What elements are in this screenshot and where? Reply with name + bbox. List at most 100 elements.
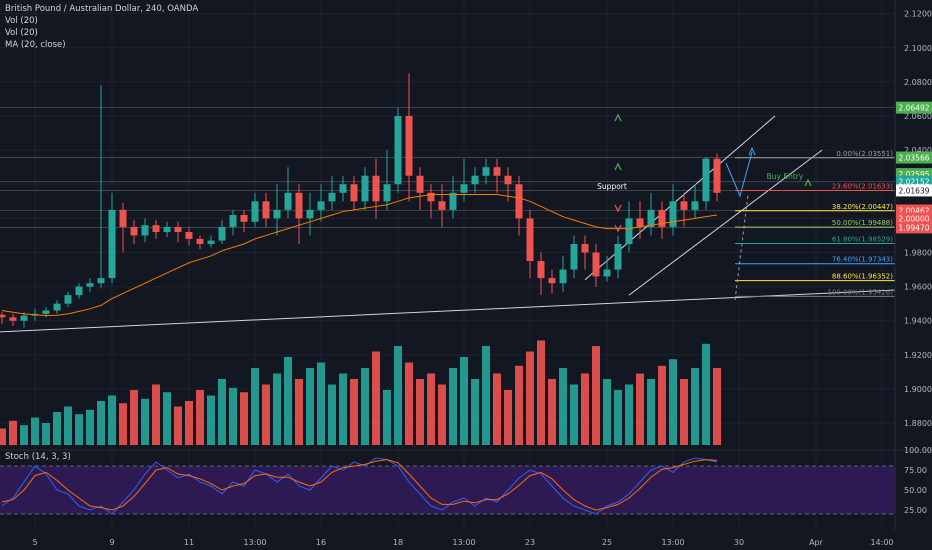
volume-bar bbox=[317, 362, 325, 445]
candle-body bbox=[20, 315, 28, 321]
candle-body bbox=[383, 184, 391, 202]
volume-bar bbox=[482, 346, 490, 445]
candle-body bbox=[295, 192, 303, 219]
volume-bar bbox=[581, 373, 589, 445]
volume-bar bbox=[713, 368, 721, 445]
volume-bar bbox=[119, 403, 127, 445]
volume-bar bbox=[592, 346, 600, 445]
x-tick-label: Apr bbox=[809, 538, 824, 547]
candle-body bbox=[460, 184, 468, 193]
candle-body bbox=[559, 269, 567, 284]
volume-bar bbox=[53, 412, 61, 445]
volume-bar bbox=[570, 384, 578, 445]
candle-body bbox=[394, 116, 402, 185]
candle-body bbox=[196, 238, 204, 244]
volume-bar bbox=[75, 414, 83, 445]
candle-body bbox=[262, 201, 270, 219]
volume-bar bbox=[163, 392, 171, 445]
symbol-title: British Pound / Australian Dollar, 240, … bbox=[5, 4, 199, 14]
price-tag-label: 2.02152 bbox=[898, 178, 929, 187]
chart-legend: British Pound / Australian Dollar, 240, … bbox=[5, 3, 198, 51]
candle-body bbox=[152, 225, 160, 233]
candle-body bbox=[185, 232, 193, 239]
volume-bar bbox=[130, 390, 138, 445]
candle-body bbox=[636, 218, 644, 227]
fib-level-label: 0.00%(2.03551) bbox=[836, 150, 893, 158]
fib-level-label: 88.60%(1.96352) bbox=[832, 273, 893, 281]
candle-body bbox=[86, 283, 94, 287]
x-tick-label: 11 bbox=[184, 538, 194, 547]
volume-bar bbox=[702, 343, 710, 445]
candle-body bbox=[372, 175, 380, 202]
price-tag-label: 2.01639 bbox=[898, 186, 929, 195]
candle-body bbox=[416, 175, 424, 193]
volume-bar bbox=[559, 368, 567, 445]
x-tick-label: 13:00 bbox=[661, 538, 684, 547]
candle-body bbox=[658, 209, 666, 227]
candle-body bbox=[207, 240, 215, 244]
fib-level-label: 38.20%(2.00447) bbox=[832, 203, 893, 211]
candle-body bbox=[680, 201, 688, 210]
x-tick-label: 30 bbox=[734, 538, 744, 547]
candle-body bbox=[713, 158, 721, 193]
x-tick-label: 16 bbox=[316, 538, 326, 547]
volume-bar bbox=[42, 423, 50, 445]
volume-bar bbox=[449, 368, 457, 445]
volume-bar bbox=[64, 406, 72, 445]
volume-bar bbox=[526, 351, 534, 445]
candle-body bbox=[108, 209, 116, 279]
candle-body bbox=[75, 286, 83, 296]
y-tick-label: 2.04000 bbox=[904, 146, 932, 155]
candle-body bbox=[504, 175, 512, 185]
fib-level-label: 50.00%(1.99488) bbox=[832, 219, 893, 227]
candle-body bbox=[317, 201, 325, 210]
volume-bar bbox=[328, 384, 336, 445]
candle-body bbox=[339, 184, 347, 193]
x-tick-label: 13:00 bbox=[452, 538, 475, 547]
candle-body bbox=[130, 226, 138, 236]
candle-body bbox=[647, 209, 655, 227]
candle-body bbox=[141, 225, 149, 236]
price-tag-label: 2.03566 bbox=[898, 154, 929, 163]
volume-bar bbox=[680, 379, 688, 445]
stoch-tick-label: 75.00 bbox=[904, 466, 927, 475]
volume-bar bbox=[372, 351, 380, 445]
volume-bar bbox=[284, 357, 292, 445]
projection-arrow-icon bbox=[748, 146, 756, 156]
volume-bar bbox=[460, 357, 468, 445]
x-tick-label: 13:00 bbox=[243, 538, 266, 547]
candle-body bbox=[119, 209, 127, 227]
volume-legend-1: Vol (20) bbox=[5, 16, 38, 26]
fib-level-label: 61.80%(1.98529) bbox=[832, 235, 893, 243]
x-tick-label: 9 bbox=[109, 538, 114, 547]
candle-body bbox=[537, 261, 545, 279]
up-arrow-icon bbox=[804, 178, 812, 187]
price-tag-label: 2.02595 bbox=[898, 170, 929, 179]
volume-bar bbox=[251, 368, 259, 445]
x-tick-label: 23 bbox=[525, 538, 535, 547]
candle-body bbox=[603, 269, 611, 277]
candle-body bbox=[438, 201, 446, 210]
stoch-tick-label: 100.00 bbox=[904, 446, 932, 455]
y-tick-label: 2.12000 bbox=[904, 10, 932, 19]
x-tick-label: 5 bbox=[32, 538, 37, 547]
candle-body bbox=[625, 218, 633, 244]
candle-body bbox=[427, 192, 435, 202]
price-tag bbox=[896, 101, 932, 114]
price-tag bbox=[896, 212, 932, 225]
volume-bar bbox=[350, 379, 358, 445]
candle-body bbox=[218, 226, 226, 241]
volume-bar bbox=[9, 420, 17, 445]
volume-bar bbox=[262, 384, 270, 445]
volume-bar bbox=[0, 428, 6, 445]
price-tag-label: 2.06492 bbox=[898, 104, 929, 113]
candle-body bbox=[229, 214, 237, 227]
volume-bar bbox=[471, 379, 479, 445]
candle-body bbox=[449, 192, 457, 210]
fib-level-label: 76.40%(1.97343) bbox=[832, 256, 893, 264]
down-arrow-icon bbox=[614, 204, 622, 213]
lower-trendline bbox=[0, 289, 896, 333]
candle-body bbox=[42, 310, 50, 314]
